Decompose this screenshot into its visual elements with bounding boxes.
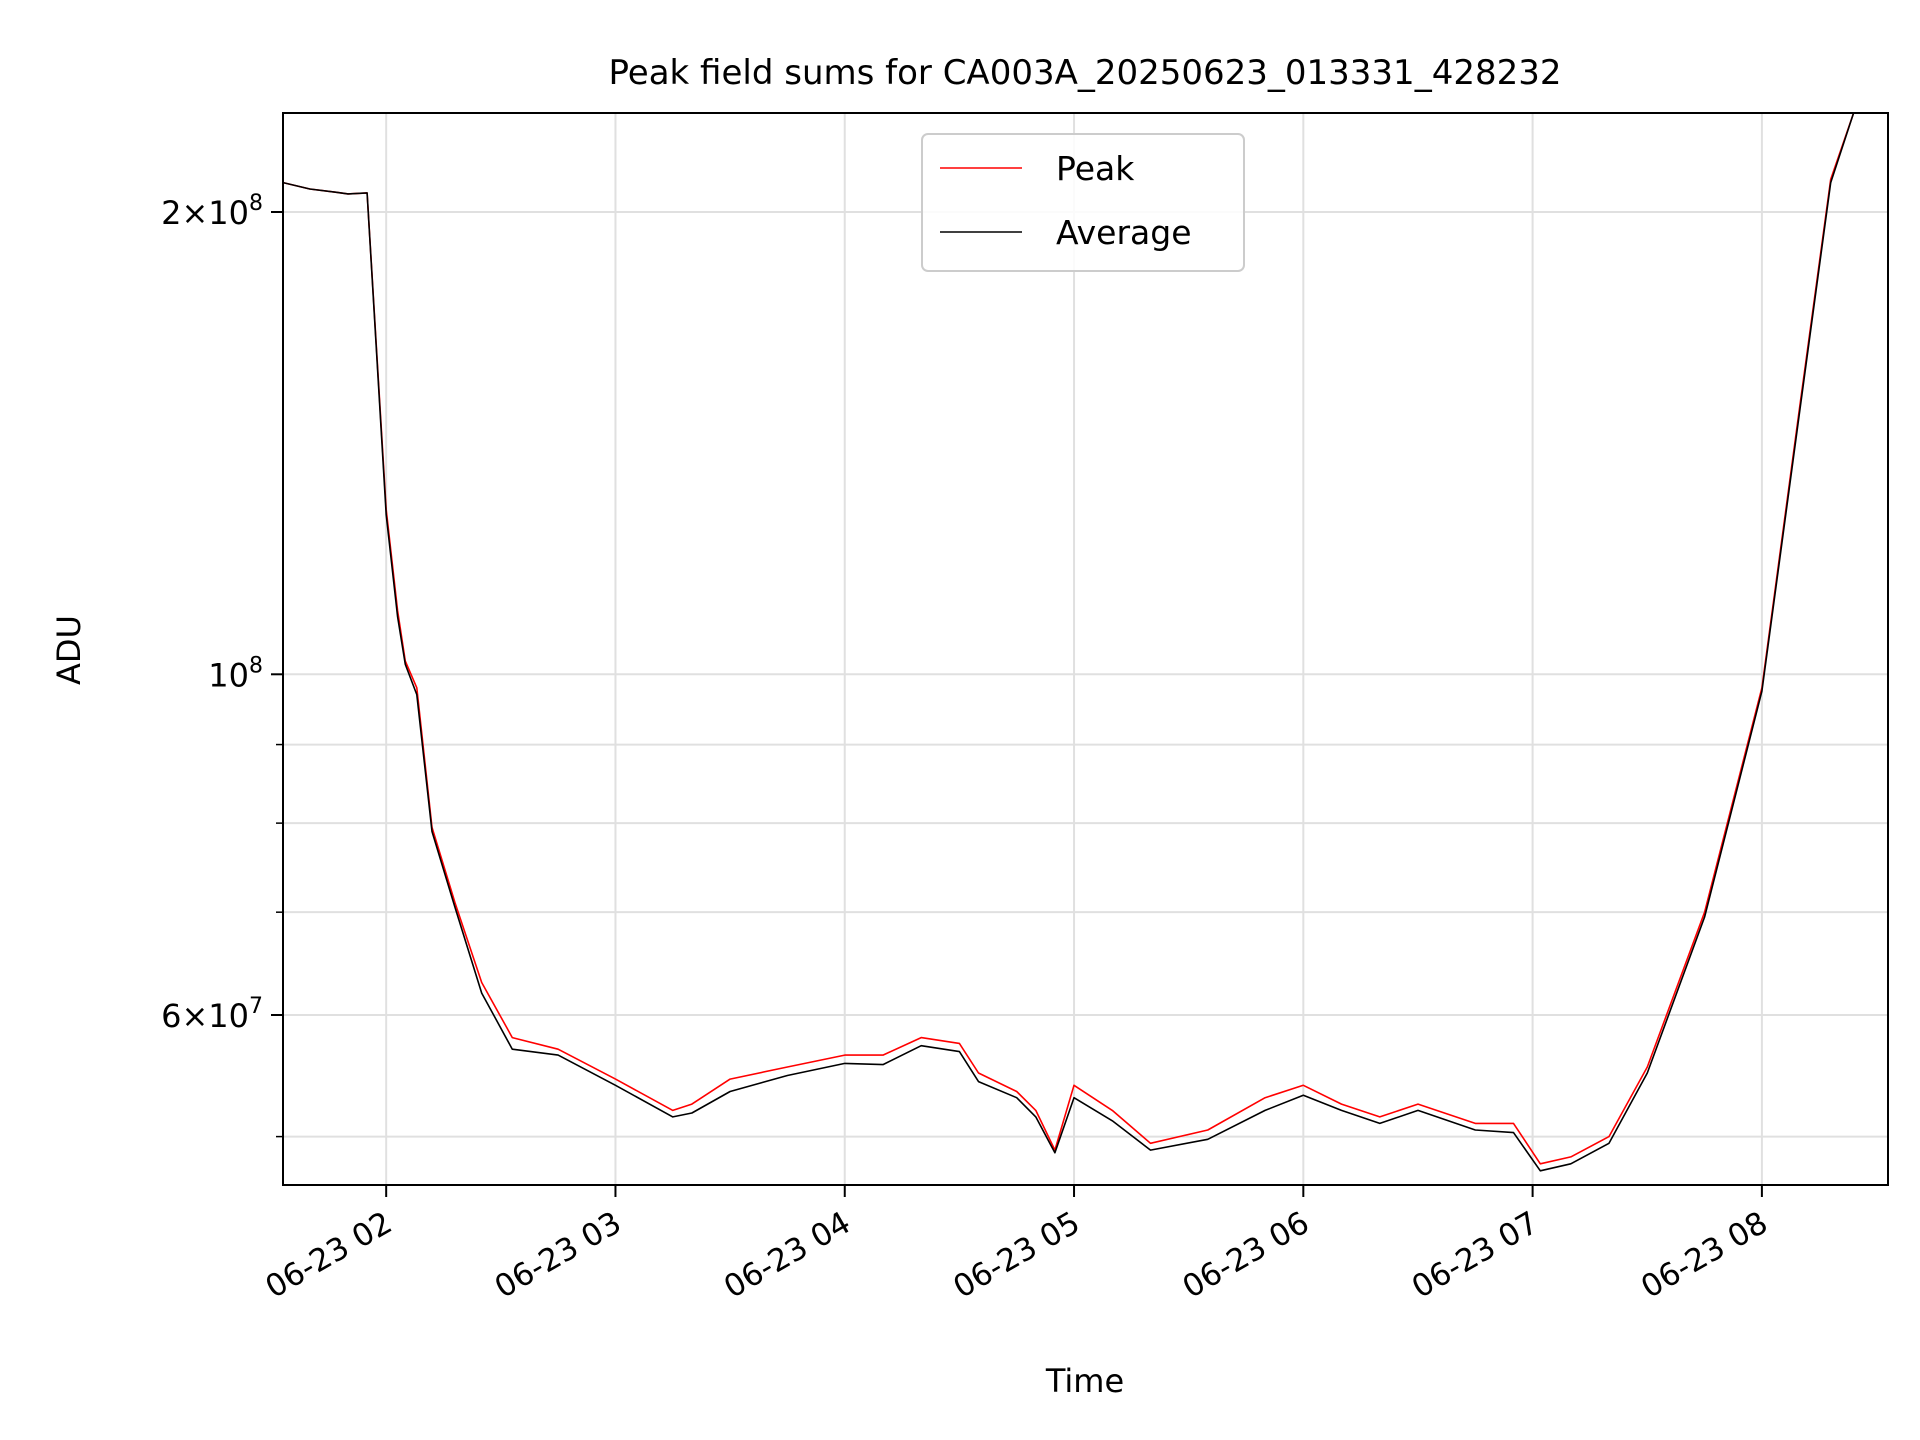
y-tick-label: 2×108 [161, 191, 263, 232]
series-line-average [283, 113, 1855, 1172]
chart-title: Peak field sums for CA003A_20250623_0133… [609, 53, 1562, 93]
legend-label-average: Average [1056, 213, 1192, 252]
y-tick-label: 6×107 [161, 994, 263, 1035]
series-line-peak [283, 113, 1855, 1165]
plot-frame [282, 112, 1889, 1186]
y-axis-label: ADU [50, 615, 88, 685]
legend: Peak Average [921, 133, 1245, 272]
y-tick-label: 108 [208, 653, 263, 694]
legend-label-peak: Peak [1056, 149, 1135, 188]
x-axis-label: Time [1045, 1362, 1124, 1400]
grid-lines [283, 113, 1888, 1185]
series-layer [283, 113, 1855, 1172]
